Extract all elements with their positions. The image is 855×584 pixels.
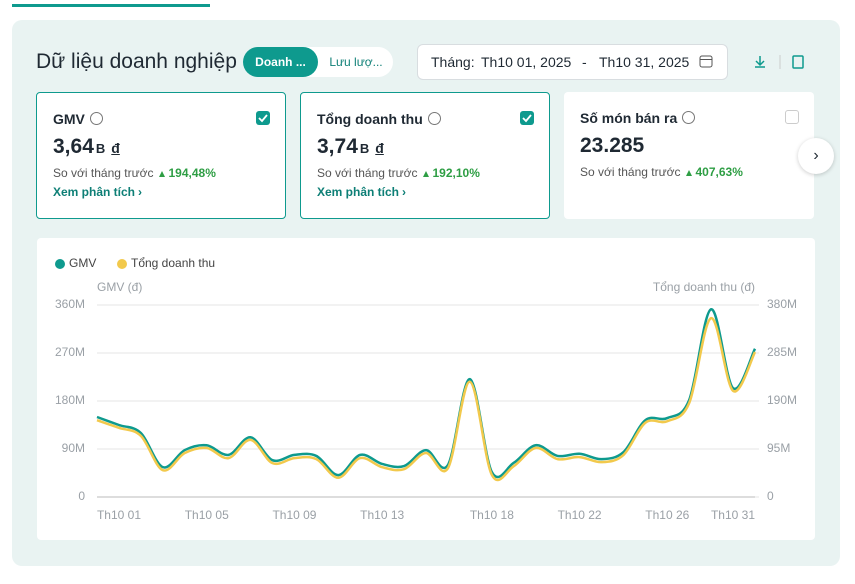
currency: đ (375, 140, 384, 156)
checkbox[interactable] (785, 110, 799, 124)
help-icon (427, 112, 441, 125)
value: 23.285 (580, 134, 645, 157)
series-line (96, 316, 757, 482)
y-tick-label: 270M (55, 345, 85, 359)
compare-label: So với tháng trước (580, 165, 681, 179)
section-title: Dữ liệu doanh nghiệp (36, 50, 237, 73)
check (258, 114, 268, 123)
x-tick-label: Th10 09 (272, 508, 316, 522)
date-picker[interactable]: Tháng: Th10 01, 2025 - Th10 31, 2025 (417, 44, 728, 80)
series-line (96, 308, 757, 479)
calendar-icon (699, 55, 713, 68)
value: 3,74 (317, 135, 358, 158)
link-text: Xem phân tích (53, 185, 136, 199)
card-title-text: GMV (53, 111, 85, 127)
unit: B (95, 141, 106, 156)
metric-card: Số món bán ra 23.285 So với tháng trước 407… (564, 92, 814, 219)
legend-label: Tổng doanh thu (131, 256, 215, 270)
card-title-text: Tổng doanh thu (317, 111, 423, 127)
legend-marker (55, 259, 65, 269)
help-icon (89, 112, 103, 125)
x-tick-label: Th10 31 (711, 508, 755, 522)
x-tick-label: Th10 18 (470, 508, 514, 522)
compare-label: So với tháng trước (317, 166, 418, 180)
tab[interactable]: Lưu lượ... (329, 55, 383, 69)
analysis-link[interactable]: Xem phân tích › (53, 185, 142, 199)
check (522, 114, 532, 123)
x-tick-label: Th10 26 (645, 508, 689, 522)
change: 192,10% (432, 166, 480, 180)
y-tick-label: 180M (55, 393, 85, 407)
unit: B (359, 141, 370, 156)
y2-tick-label: 190M (767, 393, 797, 407)
toolbar-icons[interactable] (753, 54, 813, 70)
link-text: Xem phân tích (317, 185, 400, 199)
card-title: Số món bán ra (580, 110, 696, 126)
legend-marker (117, 259, 127, 269)
y-tick-label: 0 (78, 489, 85, 503)
compare: So với tháng trước 407,63% (580, 165, 743, 179)
help-icon (682, 111, 696, 124)
date-sep: - (582, 54, 587, 70)
y-axis-title: GMV (đ) (97, 280, 142, 294)
card-title: GMV (53, 111, 103, 127)
change: 407,63% (695, 165, 743, 179)
y2-tick-label: 0 (767, 489, 774, 503)
x-tick-label: Th10 22 (558, 508, 602, 522)
up-arrow (686, 170, 693, 176)
date-label: Tháng: (431, 54, 475, 70)
up-arrow (159, 171, 166, 177)
compare: So với tháng trước 192,10% (317, 166, 480, 180)
checkbox[interactable] (256, 111, 270, 125)
chart-panel (37, 238, 815, 540)
x-tick-label: Th10 01 (97, 508, 141, 522)
x-tick-label: Th10 05 (185, 508, 229, 522)
legend-label: GMV (69, 256, 96, 270)
active-tab-underline (12, 4, 210, 7)
chevron: › (138, 185, 143, 199)
tab[interactable]: Doanh ... (243, 47, 318, 77)
up-arrow (423, 171, 430, 177)
compare: So với tháng trước 194,48% (53, 166, 216, 180)
x-tick-label: Th10 13 (360, 508, 404, 522)
analysis-link[interactable]: Xem phân tích › (317, 185, 406, 199)
checkbox[interactable] (520, 111, 534, 125)
compare-label: So với tháng trước (53, 166, 154, 180)
next-button[interactable]: › (798, 138, 834, 174)
chevron: › (402, 185, 407, 199)
toggle: Doanh ... Lưu lượ... (243, 47, 393, 77)
value: 3,64 (53, 135, 94, 158)
card-title: Tổng doanh thu (317, 111, 441, 127)
y2-tick-label: 285M (767, 345, 797, 359)
y2-axis-title: Tổng doanh thu (đ) (653, 280, 755, 294)
y-tick-label: 360M (55, 297, 85, 311)
currency: đ (111, 140, 120, 156)
card-value: 23.285 (580, 134, 644, 158)
change: 194,48% (168, 166, 216, 180)
y2-tick-label: 95M (767, 441, 790, 455)
card-title-text: Số món bán ra (580, 110, 678, 126)
y2-tick-label: 380M (767, 297, 797, 311)
date-end: Th10 31, 2025 (599, 54, 690, 70)
y-tick-label: 90M (62, 441, 85, 455)
date-start: Th10 01, 2025 (481, 54, 572, 70)
